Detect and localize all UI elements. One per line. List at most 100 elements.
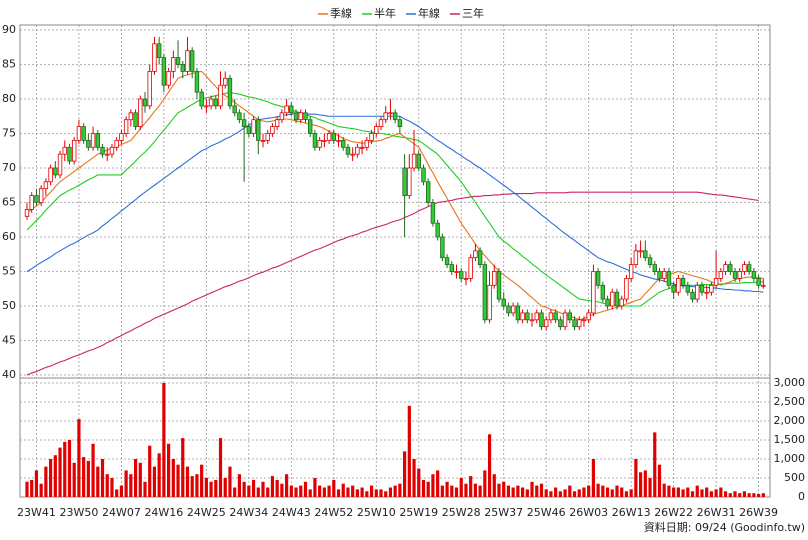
candle-body bbox=[685, 284, 690, 293]
candle-body bbox=[487, 284, 492, 321]
volume-bar bbox=[256, 487, 260, 497]
candle-body bbox=[223, 77, 228, 86]
volume-bar bbox=[49, 459, 53, 497]
volume-bar bbox=[53, 455, 57, 497]
volume-bar bbox=[369, 485, 374, 497]
candle-body bbox=[133, 112, 138, 128]
candle-body bbox=[90, 133, 96, 148]
y-tick-label: 60 bbox=[2, 230, 16, 243]
candle-body bbox=[241, 119, 247, 127]
candle-body bbox=[336, 139, 341, 142]
candle-body bbox=[713, 277, 719, 286]
volume-bar bbox=[285, 474, 289, 497]
candle-body bbox=[671, 284, 676, 293]
volume-bar bbox=[563, 489, 567, 497]
legend-label: 三年 bbox=[462, 6, 484, 20]
candle-body bbox=[638, 250, 643, 253]
volume-bar bbox=[686, 487, 690, 497]
volume-bar bbox=[261, 481, 265, 497]
volume-bar bbox=[266, 487, 270, 497]
candle-body bbox=[756, 277, 761, 286]
candle-body bbox=[369, 133, 374, 141]
volume-bar bbox=[280, 483, 284, 497]
candle-body bbox=[407, 167, 412, 197]
y2-tick-label: 2,500 bbox=[774, 395, 806, 408]
candle-body bbox=[326, 133, 332, 141]
volume-bar bbox=[615, 485, 619, 497]
volume-bar bbox=[365, 491, 369, 497]
candle-body bbox=[364, 139, 370, 148]
volume-bar bbox=[190, 476, 194, 497]
volume-bar bbox=[346, 487, 350, 497]
y2-tick-label: 1,000 bbox=[774, 452, 806, 465]
volume-bar bbox=[143, 481, 147, 497]
candle-body bbox=[600, 284, 606, 300]
volume-bar bbox=[549, 491, 553, 497]
candle-body bbox=[761, 284, 766, 287]
candle-body bbox=[38, 188, 44, 203]
volume-bar bbox=[30, 479, 34, 497]
candle-body bbox=[723, 264, 728, 272]
volume-bar bbox=[667, 485, 671, 497]
candle-body bbox=[662, 271, 667, 279]
volume-bar bbox=[539, 483, 544, 497]
volume-bar bbox=[313, 478, 317, 497]
candle-body bbox=[695, 284, 700, 300]
candle-body bbox=[57, 153, 63, 176]
volume-bar bbox=[436, 470, 440, 497]
volume-bar bbox=[757, 493, 761, 497]
volume-bar bbox=[336, 489, 341, 497]
candle-body bbox=[529, 319, 535, 322]
volume-bar bbox=[181, 438, 185, 497]
candle-body bbox=[378, 119, 384, 127]
candle-body bbox=[194, 71, 200, 93]
candle-body bbox=[279, 112, 285, 121]
volume-bar bbox=[483, 470, 487, 497]
x-tick-label: 23W50 bbox=[59, 506, 98, 519]
volume-bar bbox=[761, 493, 765, 497]
candle-body bbox=[293, 112, 299, 121]
candle-body bbox=[544, 319, 549, 328]
candle-body bbox=[62, 146, 67, 155]
candle-body bbox=[303, 112, 308, 121]
candle-body bbox=[29, 195, 34, 210]
candle-body bbox=[581, 319, 587, 322]
candle-body bbox=[591, 271, 596, 314]
y-tick-label: 55 bbox=[2, 265, 16, 278]
volume-bar bbox=[535, 485, 539, 497]
volume-bar bbox=[634, 459, 638, 497]
volume-bar bbox=[214, 479, 218, 497]
candle-body bbox=[256, 119, 261, 141]
volume-bar bbox=[82, 457, 86, 497]
volume-bar bbox=[34, 470, 39, 497]
candle-body bbox=[515, 305, 521, 321]
volume-bar bbox=[171, 459, 175, 497]
volume-bar bbox=[25, 481, 29, 497]
y-tick-label: 90 bbox=[2, 23, 16, 36]
y2-tick-label: 3,000 bbox=[774, 376, 806, 389]
volume-bar bbox=[629, 489, 633, 497]
volume-bar bbox=[124, 470, 128, 497]
candle-body bbox=[331, 133, 336, 141]
candle-body bbox=[274, 119, 280, 127]
y-tick-label: 70 bbox=[2, 161, 16, 174]
volume-bar bbox=[464, 483, 468, 497]
candle-body bbox=[435, 222, 440, 238]
volume-bar bbox=[738, 493, 742, 497]
candle-body bbox=[553, 312, 558, 321]
candle-body bbox=[562, 312, 568, 328]
candle-body bbox=[232, 105, 237, 114]
volume-bar bbox=[162, 383, 166, 497]
volume-bar bbox=[653, 432, 657, 497]
footer: 資料日期: 09/24 (Goodinfo.tw) bbox=[644, 520, 805, 534]
volume-bar bbox=[195, 474, 199, 497]
candle-body bbox=[86, 139, 91, 148]
volume-bar bbox=[322, 487, 326, 497]
volume-bar bbox=[558, 491, 562, 497]
candle-body bbox=[161, 57, 167, 86]
candle-body bbox=[67, 146, 72, 162]
candle-body bbox=[270, 126, 275, 134]
x-tick-label: 26W22 bbox=[654, 506, 693, 519]
candle-body bbox=[355, 146, 360, 155]
volume-bar bbox=[497, 483, 501, 497]
